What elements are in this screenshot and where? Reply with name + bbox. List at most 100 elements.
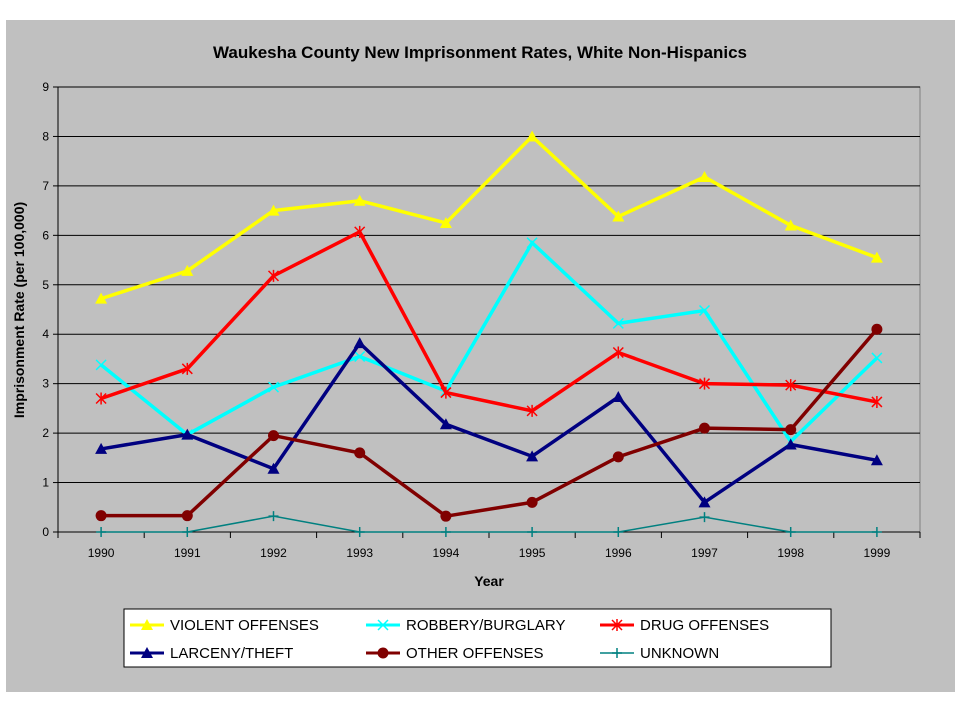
data-point-robbery-burglary (612, 317, 624, 329)
data-point-larceny-theft (612, 391, 625, 403)
y-tick-label: 6 (42, 228, 49, 242)
series-violent-offenses (95, 130, 883, 304)
data-point-larceny-theft (784, 438, 797, 450)
series-line-unknown (101, 515, 877, 533)
y-tick-label: 4 (42, 327, 49, 341)
data-point-violent-offenses (784, 219, 797, 231)
legend-swatch-marker (141, 647, 153, 658)
series-drug-offenses (95, 225, 883, 417)
data-point-drug-offenses (95, 392, 107, 405)
chart-title: Waukesha County New Imprisonment Rates, … (213, 43, 747, 62)
data-point-unknown (699, 512, 710, 523)
data-point-unknown (96, 527, 107, 537)
data-point-larceny-theft (353, 337, 366, 349)
y-tick-label: 1 (42, 476, 49, 490)
x-tick-label: 1994 (433, 546, 460, 560)
y-tick-label: 2 (42, 426, 49, 440)
data-point-other-offenses (699, 422, 710, 434)
data-point-robbery-burglary (354, 350, 366, 363)
data-point-larceny-theft (181, 428, 194, 440)
x-tick-label: 1995 (519, 546, 546, 560)
legend-label: VIOLENT OFFENSES (170, 617, 319, 634)
legend-entry-violent-offenses: VIOLENT OFFENSES (130, 617, 319, 634)
data-point-drug-offenses (698, 377, 711, 390)
data-point-unknown (527, 527, 538, 537)
data-point-robbery-burglary (95, 359, 107, 371)
legend-swatch-marker (141, 619, 153, 630)
data-point-robbery-burglary (526, 237, 538, 249)
x-tick-label: 1993 (346, 546, 373, 560)
data-point-other-offenses (871, 323, 883, 335)
data-point-unknown (182, 527, 193, 537)
data-point-robbery-burglary (698, 304, 711, 317)
y-tick-label: 8 (42, 129, 49, 143)
data-point-unknown (440, 527, 451, 537)
data-point-violent-offenses (181, 264, 194, 276)
series-line-larceny-theft (100, 340, 878, 505)
y-tick-label: 7 (42, 179, 49, 193)
legend-entry-unknown: UNKNOWN (600, 645, 719, 662)
data-point-violent-offenses (870, 251, 883, 263)
legend-entry-drug-offenses: DRUG OFFENSES (600, 617, 769, 634)
legend-label: ROBBERY/BURGLARY (406, 617, 566, 634)
data-point-drug-offenses (267, 269, 280, 282)
data-point-violent-offenses (439, 216, 452, 228)
series-larceny-theft (95, 337, 883, 508)
y-tick-label: 5 (42, 278, 49, 292)
plot-area (57, 86, 921, 533)
data-point-violent-offenses (612, 210, 625, 222)
data-point-other-offenses (440, 510, 452, 522)
x-axis-title: Year (474, 573, 504, 589)
legend: VIOLENT OFFENSES ROBBERY/BURGLARY DRUG OFF… (130, 617, 769, 662)
data-point-violent-offenses (526, 130, 539, 142)
data-point-other-offenses (785, 424, 797, 436)
data-point-unknown (268, 511, 279, 522)
x-tick-label: 1992 (260, 546, 287, 560)
data-point-unknown (354, 527, 365, 537)
data-point-other-offenses (181, 510, 193, 522)
data-point-other-offenses (526, 496, 538, 508)
data-point-violent-offenses (267, 204, 280, 216)
data-point-drug-offenses (440, 386, 452, 399)
data-point-unknown (613, 527, 624, 537)
data-point-violent-offenses (95, 292, 108, 304)
legend-entry-other-offenses: OTHER OFFENSES (366, 645, 544, 662)
legend-box (123, 608, 832, 668)
legend-entry-larceny-theft: LARCENY/THEFT (130, 645, 293, 662)
data-point-unknown (785, 527, 796, 537)
x-tick-label: 1991 (174, 546, 201, 560)
x-tick-label: 1997 (691, 546, 718, 560)
data-point-drug-offenses (785, 379, 797, 392)
legend-entry-robbery-burglary: ROBBERY/BURGLARY (366, 617, 566, 634)
y-tick-label: 0 (42, 525, 49, 539)
legend-label: OTHER OFFENSES (406, 645, 544, 662)
data-point-larceny-theft (439, 418, 452, 430)
y-tick-label: 3 (42, 377, 49, 391)
legend-swatch-marker (377, 647, 389, 659)
series-group (95, 130, 883, 537)
data-point-drug-offenses (612, 346, 624, 359)
legend-swatch-marker (377, 619, 389, 631)
legend-label: LARCENY/THEFT (170, 645, 293, 662)
legend-swatch-marker (612, 648, 622, 658)
data-point-other-offenses (268, 430, 279, 442)
data-point-larceny-theft (870, 454, 883, 466)
legend-label: DRUG OFFENSES (640, 617, 769, 634)
x-tick-label: 1990 (88, 546, 115, 560)
data-point-drug-offenses (181, 362, 193, 375)
data-point-larceny-theft (95, 442, 108, 454)
data-point-other-offenses (612, 451, 624, 463)
data-point-other-offenses (95, 510, 107, 522)
data-point-unknown (871, 527, 882, 537)
legend-swatch-marker (611, 619, 623, 631)
gridlines (58, 86, 920, 484)
data-point-drug-offenses (871, 395, 883, 408)
data-point-robbery-burglary (267, 381, 280, 393)
data-point-larceny-theft (526, 450, 539, 462)
series-line-robbery-burglary (99, 239, 879, 445)
series-line-drug-offenses (100, 229, 878, 413)
series-line-other-offenses (101, 328, 879, 519)
data-point-drug-offenses (354, 225, 366, 238)
